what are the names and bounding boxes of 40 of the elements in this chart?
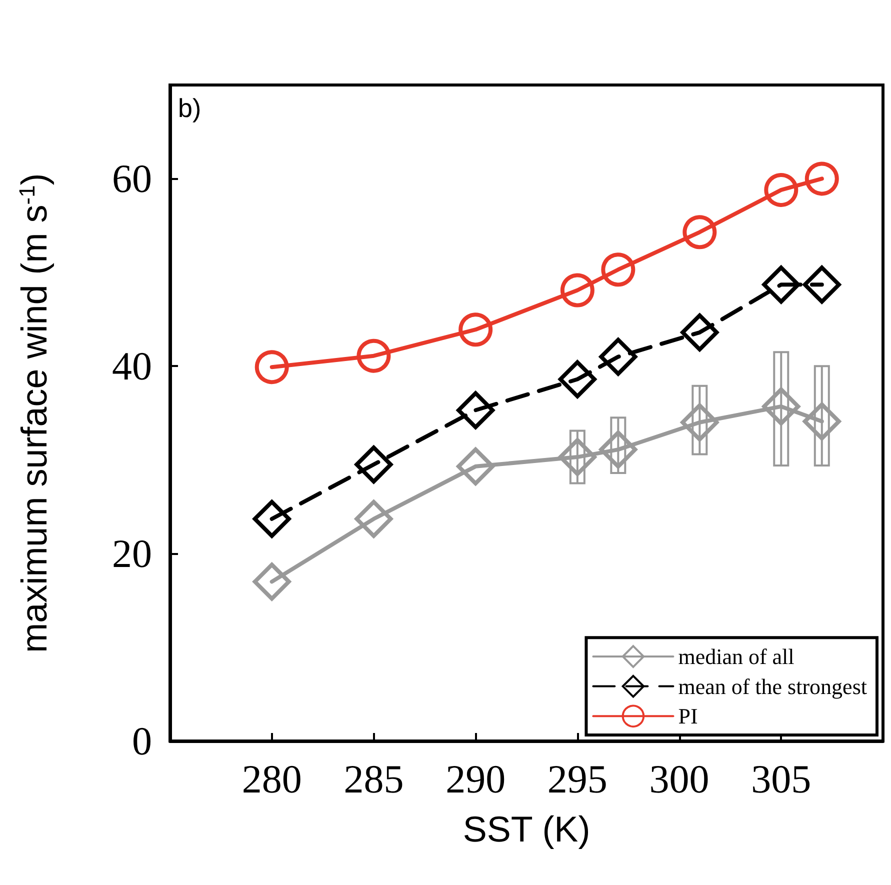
point [560,273,594,308]
y-tick-label: 40 [112,344,152,389]
point [804,162,839,196]
point [762,266,800,304]
x-axis-title: SST (K) [462,808,590,850]
y-tick-label: 20 [112,531,152,576]
point [354,446,393,484]
x-tick-label: 285 [344,756,404,802]
legend-label: PI [678,704,698,729]
point [599,338,638,376]
legend-label: median of all [678,644,794,669]
point [802,266,841,304]
point [599,430,638,469]
point [762,387,800,426]
point [252,500,291,538]
legend-label: mean of the strongest [678,674,868,699]
x-tick-label: 290 [446,756,506,802]
x-tick-label: 280 [242,756,302,802]
point [680,313,719,352]
x-tick-label: 295 [547,756,608,802]
point [456,447,495,486]
y-axis-title: maximum surface wind (m s-1) [14,173,54,653]
annotation: b) [178,93,202,123]
point [252,562,291,601]
x-tick-label: 305 [751,756,812,802]
x-tick-label: 300 [649,756,710,802]
y-tick-label: 0 [132,718,152,764]
point [458,312,493,347]
point [802,402,841,440]
point [456,391,495,430]
point [682,215,717,250]
point [764,172,798,207]
y-tick-label: 60 [112,156,152,202]
point [680,403,719,442]
point [254,350,289,384]
point [601,252,636,287]
point [354,500,393,538]
point [558,360,596,398]
point [558,438,596,476]
point [356,338,391,373]
